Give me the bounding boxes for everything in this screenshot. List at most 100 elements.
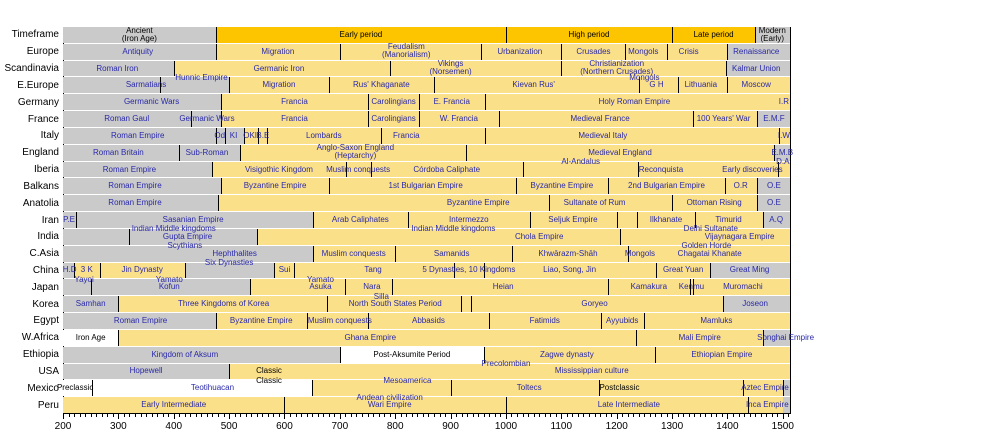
period-label[interactable]: Inca Empire	[745, 400, 789, 410]
period-label[interactable]: Precolombian	[481, 359, 531, 369]
period-label[interactable]: Vikings	[437, 59, 464, 69]
period-label[interactable]: Kofun	[158, 282, 180, 292]
period-label[interactable]: Scythians	[167, 241, 203, 251]
period-label[interactable]: Muslim conquests	[321, 248, 386, 258]
period-label[interactable]: Roman Empire	[102, 164, 157, 174]
period-label[interactable]: Kalmar Union	[731, 63, 781, 73]
period-label[interactable]: Mamluks	[700, 315, 733, 325]
period-label[interactable]: Fatimids	[529, 315, 560, 325]
period-label[interactable]: Crisis	[678, 46, 699, 56]
period-label[interactable]: Tang	[364, 265, 382, 275]
period-label[interactable]: Francia	[392, 130, 420, 140]
period-label[interactable]: Roman Britain	[93, 147, 144, 157]
period-label[interactable]: Medieval Italy	[578, 130, 628, 140]
period-label[interactable]: Lithuania	[684, 80, 718, 90]
period-label[interactable]: Ethiopian Empire	[691, 349, 753, 359]
period-label[interactable]: Vijaynagara Empire	[704, 231, 775, 241]
period-label[interactable]: Mesoamerica	[383, 375, 432, 385]
period-label[interactable]: Francia	[281, 97, 308, 107]
period-label[interactable]: Byzantine Empire	[243, 181, 307, 191]
period-label[interactable]: Feudalism	[387, 42, 425, 52]
period-label[interactable]: Goryeo	[581, 299, 608, 309]
period-label[interactable]: Hephthalites	[212, 248, 257, 258]
period-label[interactable]: Nara	[363, 282, 381, 292]
period-label[interactable]: Roman Iron	[96, 63, 139, 73]
period-label[interactable]: Abbasids	[411, 315, 445, 325]
period-label[interactable]: Sui	[278, 265, 291, 275]
period-label[interactable]: Three Kingdoms of Korea	[177, 299, 270, 309]
period-label[interactable]: Six Dynasties	[204, 258, 254, 268]
period-label[interactable]: E.M.B	[771, 147, 794, 157]
period-label[interactable]: Hopewell	[129, 366, 163, 376]
period-label[interactable]: Kamakura	[630, 282, 668, 292]
period-label[interactable]: Muslim conquests	[307, 315, 372, 325]
period-label[interactable]: Sarmatians	[125, 80, 167, 90]
period-label[interactable]: 100 Years' War	[696, 114, 751, 124]
period-label[interactable]: Delhi Sultanate	[683, 224, 738, 234]
period-label[interactable]: Roman Empire	[108, 181, 162, 191]
period-label[interactable]: Od	[214, 130, 226, 140]
period-label[interactable]: G H	[649, 80, 664, 90]
period-label[interactable]: Khwārazm-Shāh	[538, 248, 598, 258]
period-label[interactable]: W. Francia	[439, 114, 479, 124]
period-label[interactable]: Joseon	[742, 299, 769, 309]
period-label[interactable]: A.Q	[769, 215, 784, 224]
period-label[interactable]: North South States Period	[348, 299, 442, 309]
period-label[interactable]: Songhai Empire	[757, 332, 815, 342]
period-label[interactable]: Byzantine Empire	[530, 181, 594, 191]
period-label[interactable]: Germanic Wars	[179, 114, 235, 124]
period-label[interactable]: Yamato	[155, 274, 183, 284]
period-label[interactable]: Ayyubids	[606, 315, 639, 325]
period-label[interactable]: Jin Dynasty	[121, 265, 163, 275]
period-label[interactable]: Great Ming	[729, 265, 770, 275]
period-label[interactable]: Urbanization	[497, 46, 543, 56]
period-label[interactable]: Byzantine Empire	[446, 198, 510, 208]
period-label[interactable]: Gupta Empire	[162, 231, 213, 241]
period-label[interactable]: Holy Roman Empire	[598, 97, 671, 107]
period-label[interactable]: O.E	[767, 181, 781, 191]
period-label[interactable]: Muromachi	[723, 282, 763, 292]
period-label[interactable]: Roman Empire	[111, 130, 165, 140]
period-label[interactable]: Reconquista	[638, 164, 684, 174]
period-label[interactable]: Antiquity	[122, 46, 154, 56]
period-label[interactable]: Germanic Wars	[123, 97, 180, 107]
period-label[interactable]: Late Intermediate	[597, 400, 661, 410]
period-label[interactable]: KI	[229, 130, 238, 140]
period-label[interactable]: I.W	[777, 130, 790, 140]
period-label[interactable]: Muslim conquests	[326, 164, 391, 174]
period-label[interactable]: Ghana Empire	[344, 332, 397, 342]
period-label[interactable]: Sasanian Empire	[162, 215, 224, 224]
period-label[interactable]: Córdoba Caliphate	[413, 164, 481, 174]
period-label[interactable]: O.E	[767, 198, 781, 208]
period-label[interactable]: Roman Empire	[108, 198, 162, 208]
period-label[interactable]: Medieval France	[570, 114, 630, 124]
period-label[interactable]: Andean civilization	[356, 392, 423, 402]
period-label[interactable]: OKI	[243, 130, 258, 140]
period-label[interactable]: Mongols	[629, 72, 660, 82]
period-label[interactable]: Samhan	[75, 299, 106, 309]
period-label[interactable]: Mongols	[624, 248, 656, 258]
period-label[interactable]: H.D	[62, 265, 77, 275]
period-label[interactable]: Moscow	[741, 80, 771, 90]
period-label[interactable]: Indian Middle kingdoms	[131, 224, 216, 234]
period-label[interactable]: Christianization	[589, 59, 645, 69]
period-label[interactable]: (Manorialism)	[382, 50, 431, 60]
period-label[interactable]: Roman Empire	[113, 315, 168, 325]
period-label[interactable]: Migration	[261, 46, 295, 56]
period-label[interactable]: Early Intermediate	[141, 400, 207, 410]
period-label[interactable]: 3 K	[80, 265, 93, 275]
period-label[interactable]: Renaissance	[733, 46, 780, 56]
period-label[interactable]: Mongols	[628, 46, 659, 56]
period-label[interactable]: Indian Middle kingdoms	[411, 224, 496, 234]
period-label[interactable]: Silla	[373, 291, 389, 301]
period-label[interactable]: Hunnic Empire	[175, 72, 228, 82]
period-label[interactable]: Yayoi	[74, 274, 94, 284]
period-label[interactable]: Liao, Song, Jin	[543, 265, 597, 275]
period-label[interactable]: Intermezzo	[449, 215, 489, 224]
period-label[interactable]: E.M.F	[763, 114, 785, 124]
period-label[interactable]: E. Francia	[433, 97, 470, 107]
period-label[interactable]: O.R	[733, 181, 748, 191]
period-label[interactable]: 1st Bulgarian Empire	[388, 181, 463, 191]
period-label[interactable]: Migration	[262, 80, 296, 90]
period-label[interactable]: Seljuk Empire	[548, 215, 598, 224]
